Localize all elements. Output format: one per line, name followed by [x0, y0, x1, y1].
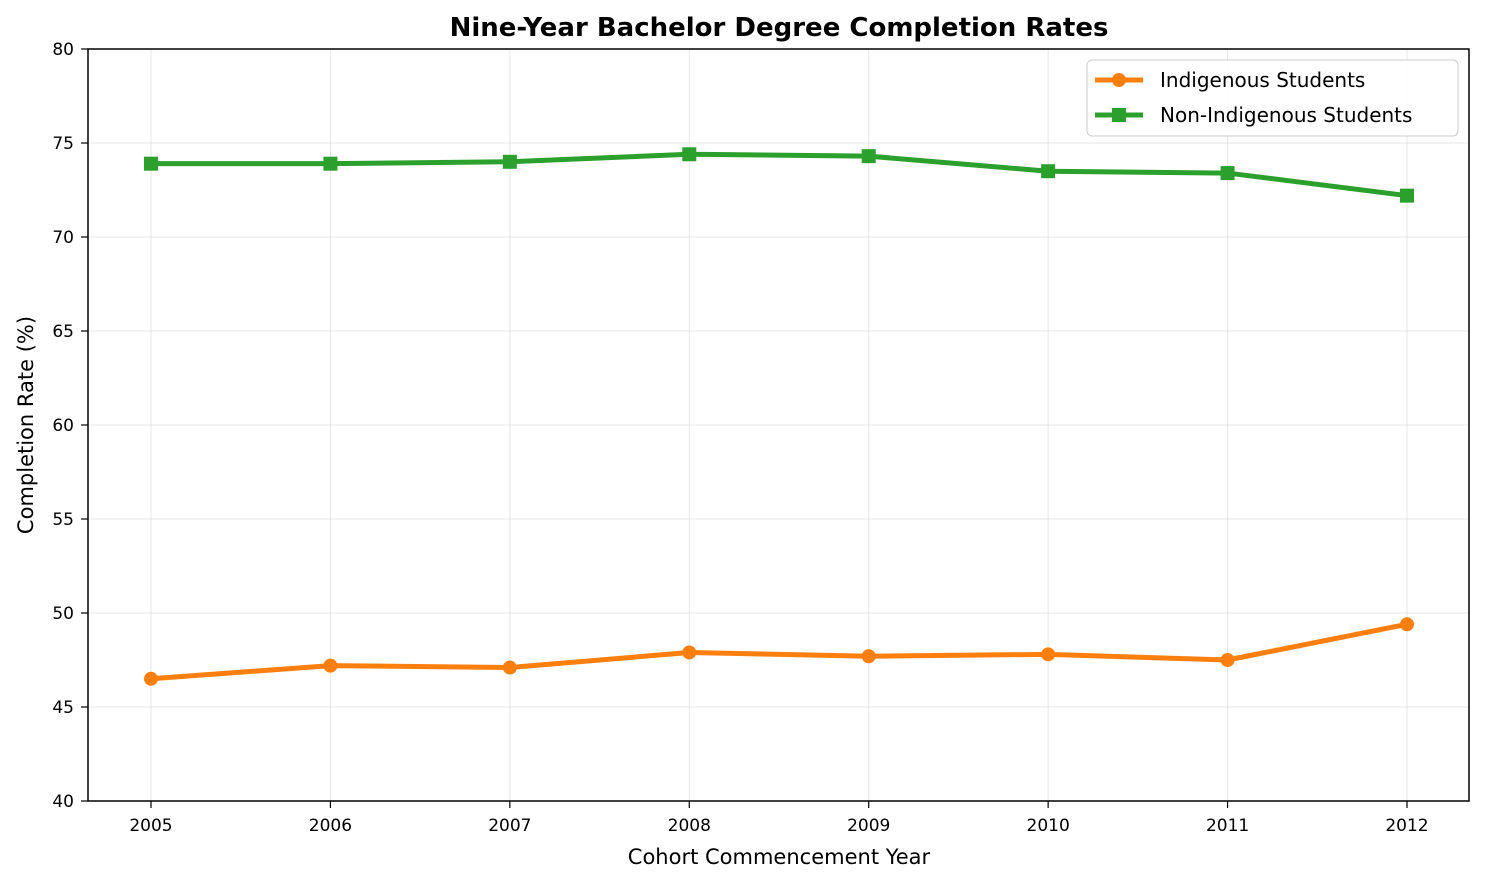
- y-axis-label: Completion Rate (%): [14, 316, 38, 534]
- data-point: [861, 149, 876, 164]
- data-point: [1400, 617, 1414, 632]
- data-point: [861, 649, 876, 664]
- x-tick-label: 2012: [1385, 816, 1428, 836]
- data-point: [1041, 647, 1056, 662]
- data-point: [1400, 188, 1414, 203]
- axis-ticks: 2005 2006 2007 2008 2009 2010 2011 2012 40 45 50 55…: [52, 40, 1428, 836]
- legend-marker: [1112, 73, 1126, 87]
- legend-item-1: Indigenous Students: [1095, 68, 1365, 92]
- data-point: [1041, 164, 1056, 179]
- chart-title: Nine-Year Bachelor Degree Completion Rat…: [450, 13, 1109, 43]
- series-line: [148, 621, 1410, 682]
- data-point: [682, 147, 697, 162]
- y-tick-label: 60: [52, 416, 74, 436]
- data-point: [1220, 653, 1235, 667]
- series-2: [144, 147, 1414, 203]
- y-tick-label: 70: [52, 228, 74, 248]
- legend-label: Non-Indigenous Students: [1160, 103, 1412, 127]
- y-tick-label: 80: [52, 40, 74, 60]
- series-layer: [144, 147, 1414, 686]
- data-point: [323, 658, 338, 673]
- y-tick-label: 75: [52, 134, 74, 154]
- y-tick-label: 50: [52, 604, 74, 624]
- legend: Indigenous Students Non-Indigenous Studen…: [1086, 59, 1459, 137]
- x-tick-label: 2010: [1027, 816, 1070, 836]
- x-tick-label: 2011: [1206, 816, 1249, 836]
- data-point: [1220, 166, 1235, 181]
- y-tick-label: 65: [52, 322, 74, 342]
- legend-box: [1086, 59, 1459, 137]
- series-line: [148, 151, 1410, 199]
- y-tick-label: 45: [52, 698, 74, 718]
- data-point: [323, 156, 338, 171]
- legend-item-2: Non-Indigenous Students: [1095, 103, 1412, 127]
- series-1: [144, 617, 1414, 686]
- y-tick-label: 40: [52, 792, 74, 812]
- y-tick-label: 55: [52, 510, 74, 530]
- x-axis-label: Cohort Commencement Year: [628, 845, 931, 869]
- data-point: [502, 154, 517, 169]
- data-point: [502, 660, 517, 675]
- x-tick-label: 2008: [668, 816, 711, 836]
- x-tick-label: 2006: [309, 816, 352, 836]
- data-point: [144, 156, 158, 171]
- x-tick-label: 2009: [847, 816, 890, 836]
- legend-label: Indigenous Students: [1160, 68, 1365, 92]
- x-tick-label: 2005: [129, 816, 172, 836]
- legend-marker: [1112, 108, 1126, 122]
- x-tick-label: 2007: [488, 816, 531, 836]
- data-point: [682, 645, 697, 660]
- data-point: [144, 671, 158, 686]
